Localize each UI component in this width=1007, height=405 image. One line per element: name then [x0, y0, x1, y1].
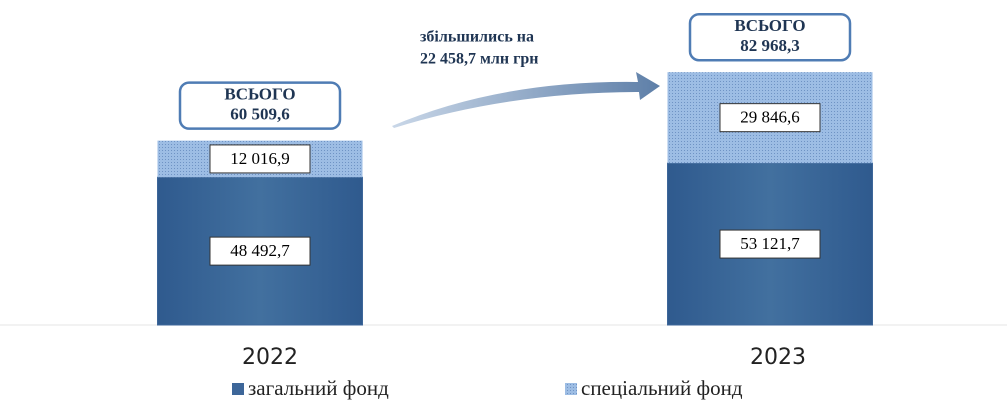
legend-label: спеціальний фонд: [581, 376, 743, 400]
increase-arrow: [392, 72, 660, 128]
value-label-box: [209, 144, 311, 174]
annotation: 22 458,7 млн грн: [420, 51, 538, 68]
x-tick-label: 2022: [242, 345, 298, 370]
total-value: 82 968,3: [740, 36, 800, 55]
legend-swatch: [565, 383, 577, 395]
legend-swatch: [232, 383, 244, 395]
total-box: [178, 81, 342, 130]
total-label: ВСЬОГО: [224, 85, 295, 104]
value-label: 12 016,9: [230, 149, 290, 168]
value-label: 48 492,7: [230, 241, 290, 260]
x-tick-label: 2023: [750, 345, 806, 370]
total-box: [688, 12, 852, 62]
annotation: збільшились на: [420, 29, 534, 46]
value-label-box: [719, 103, 821, 133]
legend-label: загальний фонд: [248, 376, 389, 400]
value-label-box: [209, 236, 311, 266]
value-label: 53 121,7: [740, 234, 800, 253]
value-label-box: [719, 229, 821, 259]
total-label: ВСЬОГО: [734, 16, 805, 35]
value-label: 29 846,6: [740, 108, 800, 127]
total-value: 60 509,6: [230, 105, 290, 124]
